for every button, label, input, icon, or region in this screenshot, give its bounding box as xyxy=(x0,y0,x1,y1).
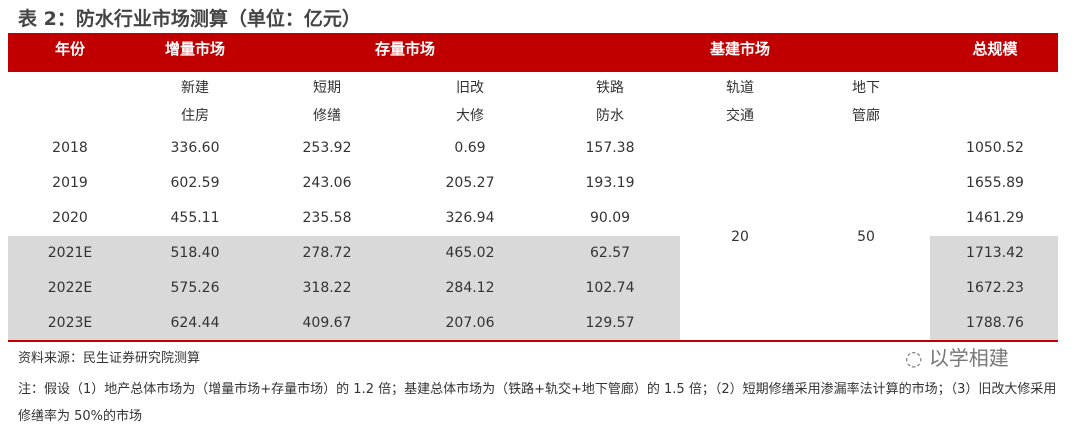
header-total: 总规模 xyxy=(972,40,1018,58)
cell-new-housing: 575.26 xyxy=(170,280,220,296)
utility-tunnel-value: 50 xyxy=(857,229,875,245)
cell-railway: 102.74 xyxy=(585,280,635,296)
cell-short-repair: 235.58 xyxy=(302,210,352,226)
subheader-line: 铁路 xyxy=(596,80,624,96)
subheader-line: 短期 xyxy=(313,80,341,96)
cell-total: 1672.23 xyxy=(966,280,1024,296)
source-note: 资料来源：民生证券研究院测算 xyxy=(18,351,201,366)
cell-renovation: 207.06 xyxy=(445,315,495,331)
watermark-icon: ◌ xyxy=(905,346,929,370)
cell-short-repair: 278.72 xyxy=(302,245,352,261)
cell-year: 2019 xyxy=(52,175,88,191)
table-header xyxy=(8,33,1058,72)
cell-railway: 157.38 xyxy=(585,140,635,156)
subheader-line: 轨道 xyxy=(726,80,754,96)
subheader: 铁路 防水 xyxy=(596,74,624,130)
cell-short-repair: 253.92 xyxy=(302,140,352,156)
cell-year: 2021E xyxy=(47,245,93,261)
cell-total: 1461.29 xyxy=(966,210,1024,226)
cell-railway: 193.19 xyxy=(585,175,635,191)
footnote: 注：假设（1）地产总体市场为（增量市场+存量市场）的 1.2 倍；基建总体市场为… xyxy=(18,382,1057,424)
subheader-line: 新建 xyxy=(181,80,209,96)
watermark-logo: ◌ 以学相建 xyxy=(905,345,1009,371)
subheader-line: 交通 xyxy=(726,108,754,124)
cell-total: 1713.42 xyxy=(966,245,1024,261)
cell-short-repair: 318.22 xyxy=(302,280,352,296)
subheader-line: 防水 xyxy=(596,108,624,124)
table-bottom-rule xyxy=(8,340,1058,342)
cell-railway: 90.09 xyxy=(589,210,631,226)
cell-new-housing: 336.60 xyxy=(170,140,220,156)
cell-new-housing: 518.40 xyxy=(170,245,220,261)
rail-transit-value: 20 xyxy=(731,229,749,245)
subheader: 短期 修缮 xyxy=(313,74,341,130)
cell-year: 2023E xyxy=(47,315,93,331)
subheader-line: 旧改 xyxy=(456,80,484,96)
cell-renovation: 0.69 xyxy=(454,140,486,156)
header-stock: 存量市场 xyxy=(374,40,436,58)
subheader: 新建 住房 xyxy=(181,74,209,130)
subheader-line: 修缮 xyxy=(313,108,341,124)
cell-short-repair: 243.06 xyxy=(302,175,352,191)
cell-year: 2020 xyxy=(52,210,88,226)
header-infrastructure: 基建市场 xyxy=(709,40,771,58)
cell-renovation: 205.27 xyxy=(445,175,495,191)
cell-renovation: 326.94 xyxy=(445,210,495,226)
subheader: 地下 管廊 xyxy=(852,74,880,130)
forecast-shading xyxy=(8,236,680,340)
subheader-line: 地下 xyxy=(852,80,880,96)
subheader: 旧改 大修 xyxy=(456,74,484,130)
cell-total: 1655.89 xyxy=(966,175,1024,191)
cell-year: 2018 xyxy=(52,140,88,156)
subheader: 轨道 交通 xyxy=(726,74,754,130)
header-year: 年份 xyxy=(54,40,86,58)
cell-new-housing: 455.11 xyxy=(170,210,220,226)
subheader-line: 大修 xyxy=(456,108,484,124)
forecast-shading-total xyxy=(930,236,1058,340)
cell-new-housing: 602.59 xyxy=(170,175,220,191)
table-title: 表 2：防水行业市场测算（单位：亿元） xyxy=(18,8,361,30)
cell-total: 1788.76 xyxy=(966,315,1024,331)
cell-new-housing: 624.44 xyxy=(170,315,220,331)
subheader-line: 管廊 xyxy=(852,108,880,124)
cell-railway: 62.57 xyxy=(589,245,631,261)
cell-year: 2022E xyxy=(47,280,93,296)
header-incremental: 增量市场 xyxy=(164,40,226,58)
cell-railway: 129.57 xyxy=(585,315,635,331)
cell-total: 1050.52 xyxy=(966,140,1024,156)
subheader-line: 住房 xyxy=(181,108,209,124)
watermark-text: 以学相建 xyxy=(928,346,1009,370)
cell-renovation: 284.12 xyxy=(445,280,495,296)
cell-short-repair: 409.67 xyxy=(302,315,352,331)
cell-renovation: 465.02 xyxy=(445,245,495,261)
